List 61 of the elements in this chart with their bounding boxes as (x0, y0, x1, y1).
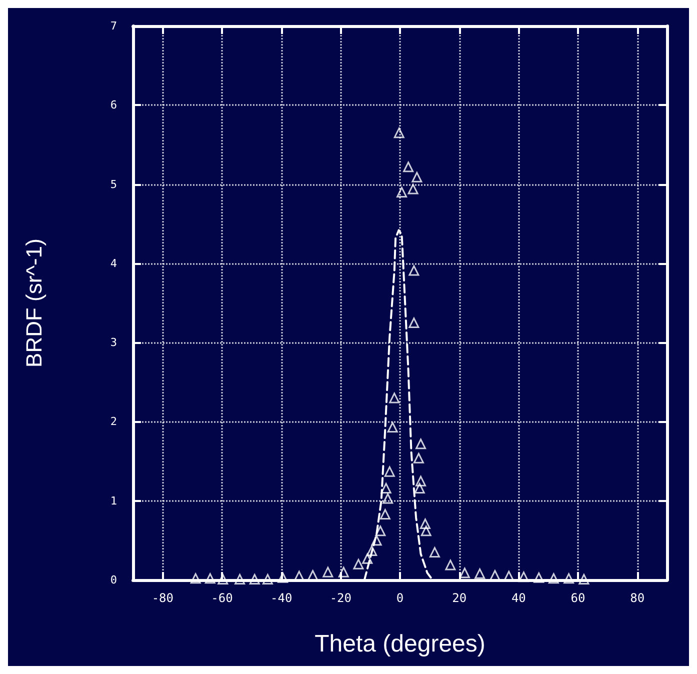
point (490, 570, 500, 580)
point (380, 482, 392, 494)
x-tick-label: -40 (270, 591, 292, 605)
y-tick-label: 1 (110, 494, 117, 508)
point (382, 493, 394, 504)
point (414, 482, 425, 494)
x-axis-title: Theta (degrees) (314, 630, 486, 658)
point (234, 574, 246, 584)
point (366, 545, 378, 556)
y-tick-label: 0 (110, 574, 117, 586)
point (262, 574, 273, 584)
y-axis-title: BRDF (sr^-1) (22, 238, 46, 368)
point (416, 438, 426, 450)
point (308, 570, 318, 580)
point (371, 535, 382, 546)
point (389, 392, 400, 404)
point (204, 573, 216, 584)
point (445, 560, 456, 570)
point (322, 566, 334, 578)
point (408, 184, 418, 194)
x-tick-label: -60 (211, 591, 233, 605)
point (362, 553, 373, 564)
point (375, 526, 386, 536)
point (380, 509, 390, 520)
point (474, 568, 486, 579)
point (420, 526, 432, 536)
x-tick-label: 80 (630, 591, 645, 605)
point (429, 547, 440, 558)
point (412, 172, 422, 182)
point (190, 573, 201, 584)
point (387, 422, 398, 433)
point (564, 573, 574, 584)
point (218, 574, 228, 584)
y-tick-label: 5 (110, 178, 117, 191)
y-tick-label: 6 (110, 98, 117, 112)
point (408, 265, 420, 276)
point (408, 318, 420, 328)
point (249, 574, 260, 584)
point (416, 476, 426, 486)
y-tick-label: 7 (110, 20, 117, 32)
x-tick-label: 0 (396, 591, 404, 605)
x-tick-label: -20 (330, 591, 352, 605)
point (413, 452, 424, 464)
point (578, 574, 590, 584)
y-tick-label: 2 (110, 415, 117, 428)
y-tick-label: 3 (110, 336, 117, 350)
point (548, 573, 559, 584)
point (534, 572, 544, 583)
point (394, 128, 404, 138)
x-tick-label: 20 (452, 591, 467, 605)
point (353, 558, 364, 570)
point (384, 466, 395, 477)
point (396, 186, 408, 198)
point (403, 162, 414, 172)
point (420, 518, 430, 530)
point (518, 572, 529, 582)
y-tick-label: 4 (110, 256, 118, 270)
x-tick-label: 60 (570, 591, 586, 605)
x-tick-label: 40 (511, 591, 526, 605)
point (338, 566, 349, 578)
x-tick-label: -80 (152, 591, 174, 605)
